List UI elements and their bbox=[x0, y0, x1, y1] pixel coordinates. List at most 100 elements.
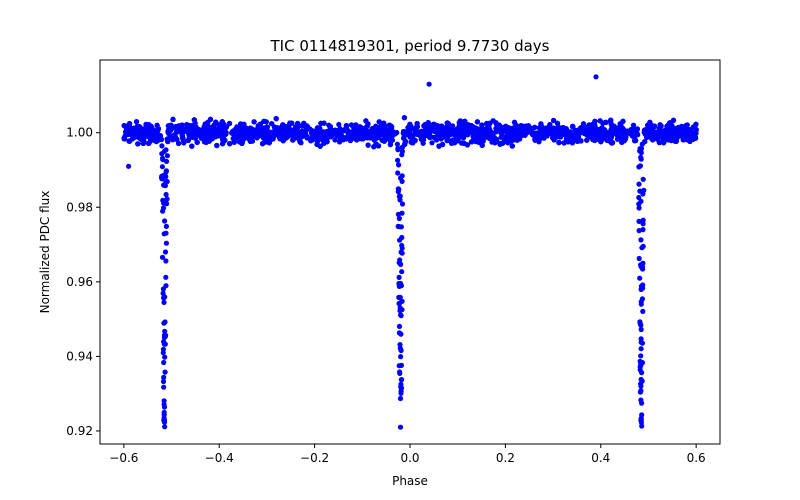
data-point bbox=[454, 127, 460, 133]
data-point bbox=[207, 128, 213, 134]
data-point bbox=[440, 130, 447, 136]
data-point bbox=[531, 131, 538, 137]
data-point bbox=[386, 122, 392, 128]
data-point bbox=[363, 118, 369, 124]
data-point bbox=[321, 140, 327, 146]
data-point bbox=[239, 140, 245, 146]
data-point bbox=[664, 132, 670, 138]
data-point bbox=[276, 134, 282, 140]
data-point bbox=[556, 139, 562, 146]
data-point bbox=[164, 136, 170, 142]
data-point bbox=[609, 140, 616, 146]
data-point bbox=[318, 120, 324, 126]
data-point bbox=[359, 136, 365, 142]
data-point bbox=[221, 126, 227, 132]
data-point bbox=[440, 141, 446, 148]
data-point bbox=[479, 127, 485, 133]
data-point bbox=[127, 138, 133, 144]
data-point bbox=[444, 137, 450, 144]
data-point bbox=[367, 131, 373, 137]
data-point bbox=[657, 122, 663, 128]
data-point bbox=[220, 141, 226, 147]
data-point bbox=[226, 120, 233, 127]
data-point bbox=[439, 123, 445, 129]
data-point bbox=[230, 135, 236, 142]
data-point bbox=[343, 126, 349, 132]
data-point bbox=[337, 130, 343, 136]
data-point bbox=[678, 133, 684, 139]
data-point bbox=[261, 135, 267, 141]
data-point bbox=[693, 127, 699, 133]
data-point bbox=[529, 126, 535, 132]
data-point bbox=[505, 131, 511, 137]
data-point bbox=[373, 141, 379, 147]
data-point bbox=[418, 136, 424, 142]
data-point bbox=[256, 124, 262, 130]
data-point bbox=[358, 125, 364, 131]
data-point bbox=[670, 117, 677, 123]
data-point bbox=[140, 140, 146, 146]
data-point bbox=[295, 120, 301, 127]
data-point bbox=[493, 126, 499, 132]
data-point bbox=[305, 126, 311, 132]
data-point bbox=[550, 135, 556, 141]
data-point bbox=[608, 135, 614, 141]
data-point bbox=[479, 135, 485, 141]
data-point bbox=[683, 136, 690, 142]
data-point bbox=[448, 127, 454, 133]
data-point bbox=[586, 122, 592, 128]
data-point bbox=[146, 128, 152, 134]
data-point bbox=[193, 130, 199, 137]
data-point bbox=[654, 129, 661, 135]
data-point bbox=[592, 126, 599, 132]
data-point bbox=[630, 122, 637, 128]
data-point bbox=[282, 129, 288, 135]
data-points bbox=[121, 74, 699, 430]
data-point bbox=[135, 141, 141, 147]
data-point bbox=[607, 129, 614, 135]
data-point bbox=[327, 124, 333, 130]
data-point bbox=[587, 130, 593, 136]
data-point bbox=[143, 121, 149, 128]
data-point bbox=[511, 119, 518, 125]
data-point bbox=[554, 120, 561, 126]
data-point bbox=[429, 140, 435, 146]
data-point bbox=[174, 136, 180, 142]
data-point bbox=[444, 120, 450, 126]
data-point bbox=[647, 119, 653, 125]
data-point bbox=[615, 136, 621, 142]
data-point bbox=[336, 121, 342, 128]
data-point bbox=[137, 129, 143, 135]
data-point bbox=[140, 134, 146, 140]
data-point bbox=[251, 127, 257, 133]
data-point bbox=[125, 131, 131, 137]
data-point bbox=[601, 136, 607, 142]
data-point bbox=[251, 119, 257, 125]
data-point bbox=[634, 126, 641, 132]
data-point bbox=[614, 128, 620, 134]
data-point bbox=[451, 131, 457, 137]
data-point bbox=[578, 125, 584, 131]
data-point bbox=[170, 116, 176, 122]
data-point bbox=[176, 140, 182, 146]
data-point bbox=[493, 120, 499, 126]
data-point bbox=[438, 136, 444, 142]
data-point bbox=[212, 134, 219, 140]
data-point bbox=[314, 141, 320, 147]
data-point bbox=[271, 124, 278, 130]
data-point bbox=[623, 134, 629, 140]
data-point bbox=[365, 142, 371, 148]
data-point bbox=[316, 133, 322, 139]
data-point bbox=[413, 125, 419, 131]
data-point bbox=[656, 139, 663, 146]
data-point bbox=[213, 119, 219, 125]
data-point bbox=[180, 128, 186, 135]
data-point bbox=[596, 134, 602, 140]
data-point bbox=[487, 120, 493, 126]
data-point bbox=[467, 128, 473, 134]
data-point bbox=[351, 130, 357, 136]
data-point bbox=[679, 123, 685, 130]
data-point bbox=[500, 134, 506, 140]
data-point bbox=[669, 129, 676, 135]
